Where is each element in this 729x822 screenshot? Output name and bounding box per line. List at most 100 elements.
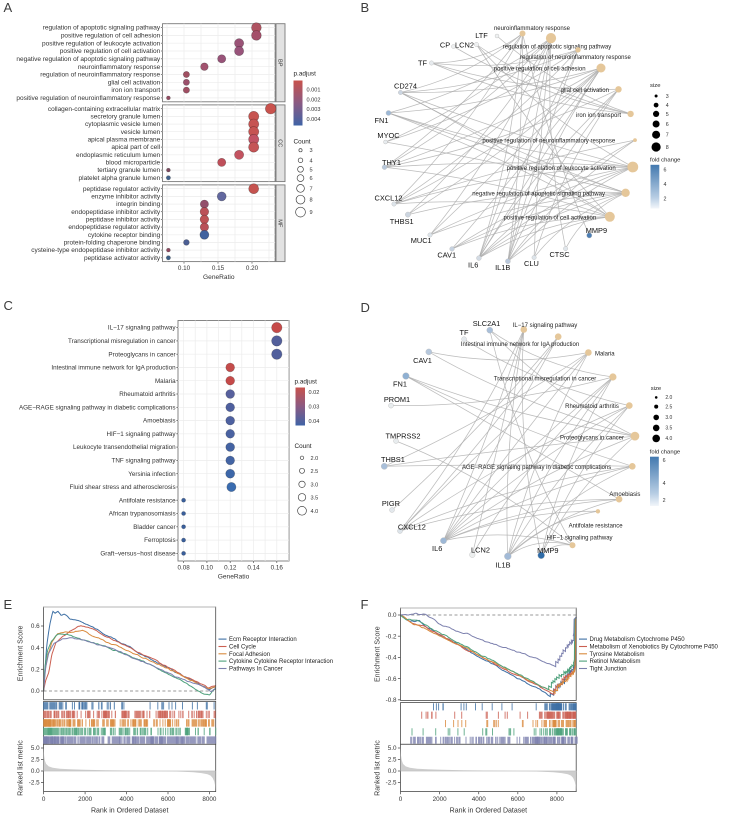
svg-text:LTF: LTF bbox=[475, 31, 488, 40]
svg-text:CAV1: CAV1 bbox=[413, 356, 432, 365]
svg-text:-0.8: -0.8 bbox=[386, 697, 397, 704]
svg-text:LCN2: LCN2 bbox=[455, 40, 474, 49]
svg-text:Bladder cancer: Bladder cancer bbox=[133, 524, 175, 531]
svg-text:Proteoglycans in cancer: Proteoglycans in cancer bbox=[108, 351, 175, 358]
svg-text:cysteine-type endopeptidase in: cysteine-type endopeptidase inhibitor ac… bbox=[31, 247, 161, 254]
svg-text:Rank in Ordered Dataset: Rank in Ordered Dataset bbox=[450, 807, 527, 814]
svg-text:Enrichment Score: Enrichment Score bbox=[18, 625, 25, 681]
svg-text:Antifolate resistance: Antifolate resistance bbox=[119, 497, 176, 504]
svg-text:Ranked list metric: Ranked list metric bbox=[18, 740, 25, 796]
svg-text:6: 6 bbox=[663, 458, 666, 464]
svg-text:C: C bbox=[4, 298, 13, 313]
svg-text:GeneRatio: GeneRatio bbox=[218, 574, 250, 581]
svg-text:D: D bbox=[361, 300, 370, 315]
svg-text:6: 6 bbox=[664, 167, 667, 173]
svg-text:Rank in Ordered Dataset: Rank in Ordered Dataset bbox=[91, 807, 168, 814]
svg-text:0.001: 0.001 bbox=[307, 88, 321, 94]
svg-text:tertiary granule lumen: tertiary granule lumen bbox=[97, 167, 160, 174]
svg-text:glial cell activation: glial cell activation bbox=[561, 88, 609, 94]
svg-text:2.0: 2.0 bbox=[311, 456, 319, 462]
svg-text:MUC1: MUC1 bbox=[411, 236, 432, 245]
svg-text:Ecm Receptor Interaction: Ecm Receptor Interaction bbox=[229, 637, 297, 643]
svg-text:integrin binding: integrin binding bbox=[116, 201, 160, 208]
svg-text:BP: BP bbox=[276, 59, 282, 67]
svg-text:0.0: 0.0 bbox=[31, 688, 40, 695]
svg-text:CXCL12: CXCL12 bbox=[375, 194, 403, 203]
svg-text:0.04: 0.04 bbox=[309, 419, 320, 425]
svg-text:0.16: 0.16 bbox=[271, 564, 284, 571]
svg-text:-2.5: -2.5 bbox=[386, 780, 397, 787]
svg-text:F: F bbox=[361, 597, 369, 612]
svg-text:0.0: 0.0 bbox=[388, 612, 397, 619]
svg-text:HIF−1 signaling pathway: HIF−1 signaling pathway bbox=[106, 431, 176, 438]
svg-text:regulation of apoptotic signal: regulation of apoptotic signaling pathwa… bbox=[43, 25, 161, 32]
svg-text:2.0: 2.0 bbox=[665, 395, 672, 401]
svg-text:HIF−1 signaling pathway: HIF−1 signaling pathway bbox=[547, 535, 613, 541]
svg-text:PIGR: PIGR bbox=[382, 499, 400, 508]
svg-text:0: 0 bbox=[42, 796, 46, 803]
svg-text:6: 6 bbox=[310, 176, 313, 182]
svg-text:positive regulation of cell ad: positive regulation of cell adhesion bbox=[494, 67, 586, 73]
svg-text:blood microparticle: blood microparticle bbox=[106, 160, 161, 167]
svg-text:neuroinflammatory response: neuroinflammatory response bbox=[78, 64, 161, 71]
svg-text:0.20: 0.20 bbox=[246, 265, 259, 272]
svg-text:Amoebiasis: Amoebiasis bbox=[609, 492, 640, 498]
svg-text:2000: 2000 bbox=[433, 796, 448, 803]
svg-text:Count: Count bbox=[294, 139, 311, 146]
svg-text:iron ion transport: iron ion transport bbox=[576, 113, 621, 119]
svg-text:Intestinal immune network for: Intestinal immune network for IgA produc… bbox=[461, 342, 579, 348]
svg-text:IL1B: IL1B bbox=[495, 263, 510, 272]
svg-text:3: 3 bbox=[666, 94, 669, 100]
svg-text:CXCL12: CXCL12 bbox=[398, 522, 426, 531]
svg-text:5: 5 bbox=[666, 112, 669, 118]
svg-text:7: 7 bbox=[310, 186, 313, 192]
svg-text:Tight Junction: Tight Junction bbox=[590, 667, 627, 673]
svg-text:5.0: 5.0 bbox=[388, 745, 397, 752]
svg-text:AGE−RAGE signaling pathway in: AGE−RAGE signaling pathway in diabetic c… bbox=[462, 465, 611, 471]
svg-text:Malaria: Malaria bbox=[155, 378, 176, 385]
svg-text:positive regulation of leukocy: positive regulation of leukocyte activat… bbox=[507, 166, 616, 172]
svg-text:negative regulation of apoptot: negative regulation of apoptotic signali… bbox=[472, 191, 605, 197]
svg-text:glial cell activation: glial cell activation bbox=[108, 79, 161, 86]
svg-text:regulation of neuroinflammator: regulation of neuroinflammatory response bbox=[520, 55, 631, 61]
svg-text:endoplasmic reticulum lumen: endoplasmic reticulum lumen bbox=[76, 152, 161, 159]
svg-text:Drug Metabolism Cytochrome P45: Drug Metabolism Cytochrome P450 bbox=[590, 637, 686, 643]
svg-text:3.0: 3.0 bbox=[665, 415, 672, 421]
svg-text:3: 3 bbox=[310, 148, 313, 154]
svg-text:4: 4 bbox=[310, 158, 313, 164]
svg-text:Ranked list metric: Ranked list metric bbox=[375, 740, 382, 796]
svg-text:Count: Count bbox=[295, 443, 312, 450]
svg-text:Pathways In Cancer: Pathways In Cancer bbox=[229, 667, 283, 673]
svg-text:TMPRSS2: TMPRSS2 bbox=[386, 431, 421, 440]
svg-text:Transcriptional misregulation: Transcriptional misregulation in cancer bbox=[494, 377, 597, 383]
svg-text:3.5: 3.5 bbox=[311, 495, 319, 501]
svg-text:0: 0 bbox=[399, 796, 403, 803]
svg-text:Malaria: Malaria bbox=[595, 351, 615, 357]
svg-text:vesicle lumen: vesicle lumen bbox=[121, 129, 161, 136]
svg-text:0.15: 0.15 bbox=[212, 265, 225, 272]
svg-text:IL−17 signaling pathway: IL−17 signaling pathway bbox=[513, 323, 578, 329]
svg-text:4.0: 4.0 bbox=[665, 436, 672, 442]
svg-text:Cytokine Cytokine Receptor Int: Cytokine Cytokine Receptor Interaction bbox=[229, 659, 333, 665]
svg-text:TNF signaling pathway: TNF signaling pathway bbox=[112, 458, 177, 465]
svg-text:6000: 6000 bbox=[511, 796, 526, 803]
svg-text:4.0: 4.0 bbox=[311, 509, 319, 515]
svg-text:positive regulation of cell ac: positive regulation of cell activation bbox=[60, 48, 161, 55]
svg-text:-0.6: -0.6 bbox=[386, 676, 397, 683]
svg-text:2: 2 bbox=[664, 197, 667, 203]
svg-text:E: E bbox=[4, 597, 13, 612]
svg-text:GeneRatio: GeneRatio bbox=[203, 274, 235, 281]
svg-text:negative regulation of apoptot: negative regulation of apoptotic signali… bbox=[16, 56, 161, 63]
svg-text:THBS1: THBS1 bbox=[381, 455, 405, 464]
svg-text:9: 9 bbox=[310, 210, 313, 216]
svg-text:positive regulation of cell ac: positive regulation of cell activation bbox=[503, 215, 596, 221]
svg-text:0.6: 0.6 bbox=[31, 623, 40, 630]
svg-text:Graft−versus−host disease: Graft−versus−host disease bbox=[100, 551, 176, 558]
svg-text:Amoebiasis: Amoebiasis bbox=[143, 418, 176, 425]
svg-text:Ferroptosis: Ferroptosis bbox=[144, 537, 176, 544]
svg-text:positive regulation of neuroin: positive regulation of neuroinflammatory… bbox=[482, 138, 615, 144]
svg-text:8: 8 bbox=[310, 198, 313, 204]
svg-text:8: 8 bbox=[666, 145, 669, 151]
svg-text:positive regulation of leukocy: positive regulation of leukocyte activat… bbox=[42, 40, 161, 47]
svg-text:collagen-containing extracellu: collagen-containing extracellular matrix bbox=[48, 106, 161, 113]
